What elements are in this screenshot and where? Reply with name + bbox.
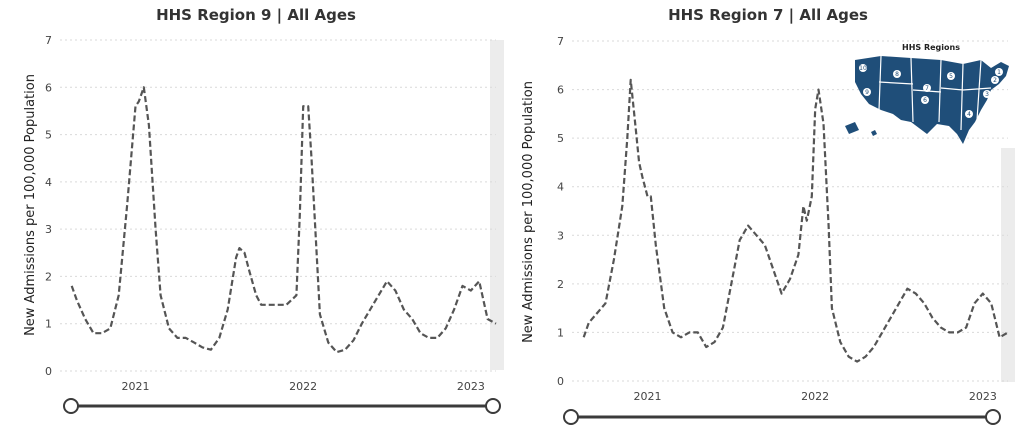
y-axis-label: New Admissions per 100,000 Population — [23, 74, 38, 336]
y-tick-label: 3 — [45, 223, 52, 236]
series-line — [70, 86, 497, 354]
x-tick-label: 2021 — [633, 390, 661, 403]
x-tick-label: 2021 — [121, 380, 149, 393]
region-marker — [991, 76, 999, 84]
region-marker — [893, 70, 901, 78]
series-line — [582, 78, 1009, 363]
region-number-label: 9 — [865, 89, 869, 96]
region-number-label: 8 — [895, 71, 899, 78]
y-tick-label: 3 — [557, 229, 564, 242]
hhs-regions-map: HHS Regions 123 4 5 6 7 8 9 10 — [845, 43, 1009, 144]
time-range-slider-start-handle[interactable] — [563, 409, 579, 425]
y-tick-label: 4 — [45, 176, 52, 189]
region-marker — [995, 68, 1003, 76]
y-tick-label: 7 — [557, 35, 564, 48]
time-range-slider-end-handle[interactable] — [485, 398, 501, 414]
region-number-label: 5 — [949, 73, 953, 80]
y-tick-label: 6 — [557, 84, 564, 97]
vertical-scrollbar[interactable] — [490, 40, 504, 370]
time-range-slider-start-handle[interactable] — [63, 398, 79, 414]
region-number-label: 4 — [967, 111, 971, 118]
y-tick-label: 5 — [45, 129, 52, 142]
region-number-label: 10 — [859, 65, 867, 72]
region-number-label: 7 — [925, 85, 929, 92]
region-marker — [923, 84, 931, 92]
region-marker — [863, 88, 871, 96]
x-tick-label: 2023 — [457, 380, 485, 393]
chart-panel-region-9: HHS Region 9 | All Ages New Admissions p… — [23, 6, 504, 414]
region-marker — [859, 64, 867, 72]
y-tick-label: 5 — [557, 132, 564, 145]
region-marker — [983, 90, 991, 98]
y-tick-label: 2 — [45, 270, 52, 283]
map-title: HHS Regions — [902, 43, 960, 52]
line-chart-region-7: New Admissions per 100,000 Population 0 1… — [521, 35, 1015, 425]
time-range-slider-end-handle[interactable] — [985, 409, 1001, 425]
x-tick-label: 2022 — [289, 380, 317, 393]
y-tick-label: 1 — [557, 326, 564, 339]
y-tick-label: 6 — [45, 81, 52, 94]
y-tick-label: 7 — [45, 34, 52, 47]
y-tick-label: 4 — [557, 181, 564, 194]
region-marker — [947, 72, 955, 80]
y-axis-label: New Admissions per 100,000 Population — [521, 81, 536, 343]
y-tick-label: 0 — [45, 365, 52, 378]
y-tick-label: 2 — [557, 278, 564, 291]
y-tick-label: 1 — [45, 318, 52, 331]
chart-title: HHS Region 7 | All Ages — [668, 6, 868, 24]
x-tick-label: 2022 — [801, 390, 829, 403]
region-number-label: 6 — [923, 97, 927, 104]
region-marker — [921, 96, 929, 104]
region-number-label: 3 — [985, 91, 989, 98]
chart-title: HHS Region 9 | All Ages — [156, 6, 356, 24]
line-chart-region-9: New Admissions per 100,000 Population 0 1… — [23, 34, 504, 414]
chart-panel-region-7: HHS Region 7 | All Ages New Admissions p… — [512, 0, 1024, 433]
x-tick-label: 2023 — [969, 390, 997, 403]
y-tick-label: 0 — [557, 375, 564, 388]
region-number-label: 1 — [997, 69, 1001, 76]
region-number-label: 2 — [993, 77, 997, 84]
us-map-shape — [845, 55, 1009, 144]
region-marker — [965, 110, 973, 118]
vertical-scrollbar[interactable] — [1001, 148, 1015, 382]
